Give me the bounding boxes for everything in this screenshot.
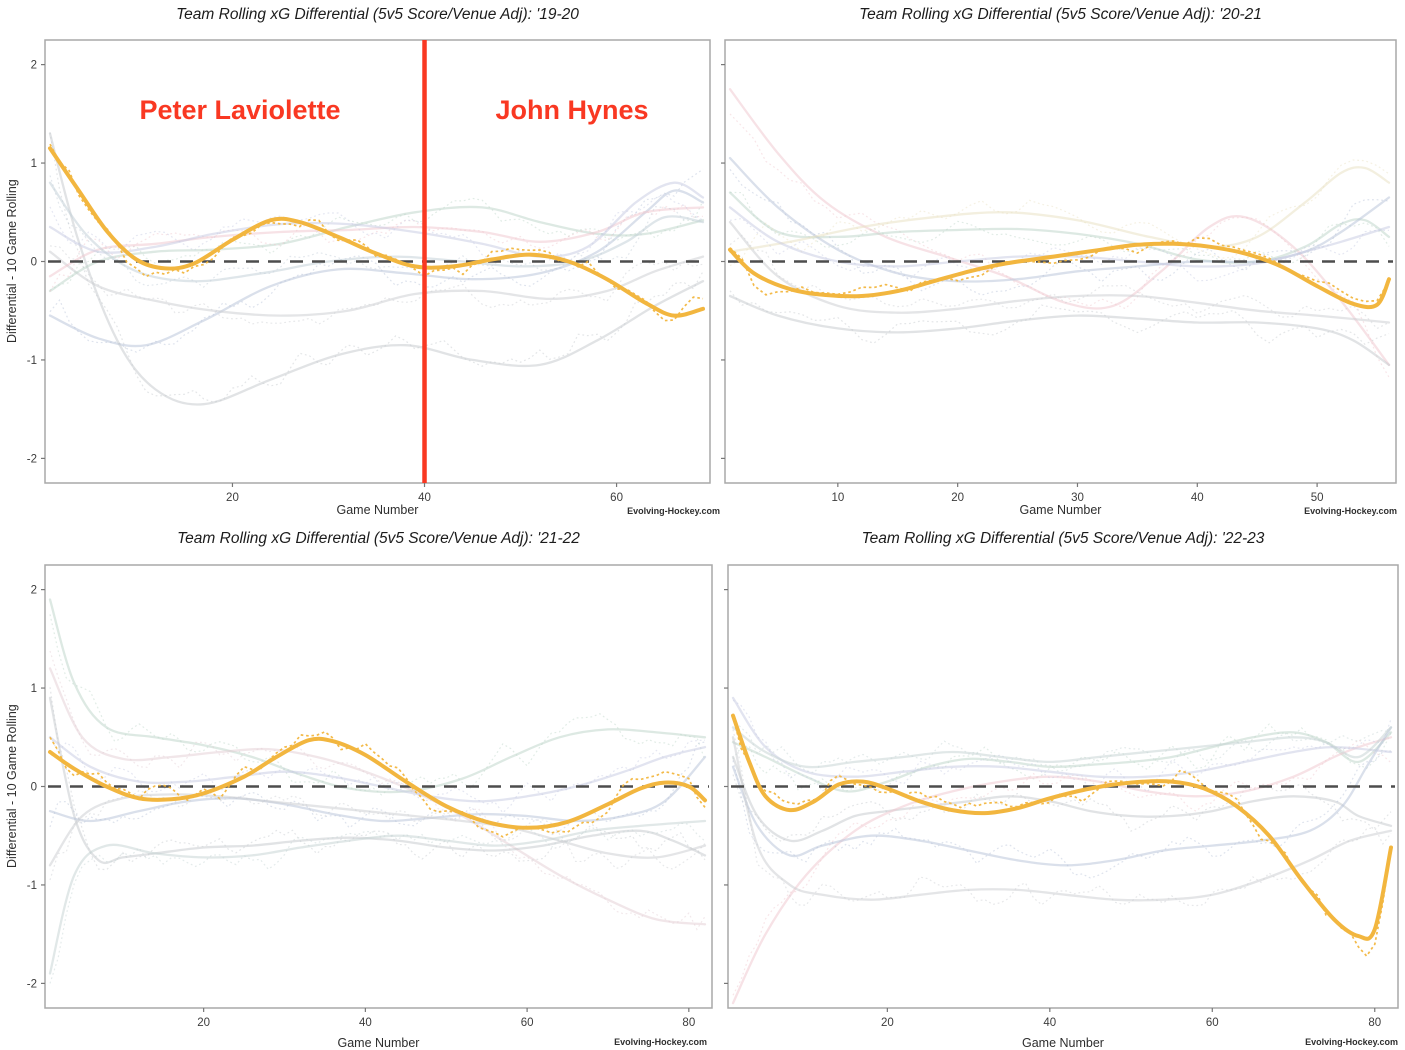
y-axis-label-19-20: Differential - 10 Game Rolling: [5, 179, 19, 344]
svg-text:40: 40: [418, 492, 431, 504]
chart-title-20-21: Team Rolling xG Differential (5v5 Score/…: [859, 6, 1262, 23]
svg-text:10: 10: [831, 492, 844, 504]
svg-text:-2: -2: [27, 978, 37, 990]
svg-text:-2: -2: [27, 453, 37, 465]
x-axis-label-20-21: Game Number: [1019, 503, 1102, 517]
svg-text:20: 20: [951, 492, 964, 504]
svg-text:80: 80: [682, 1017, 695, 1029]
watermark-19-20: Evolving-Hockey.com: [627, 506, 720, 516]
svg-text:40: 40: [1043, 1017, 1056, 1029]
svg-text:60: 60: [521, 1017, 534, 1029]
chart-title-19-20: Team Rolling xG Differential (5v5 Score/…: [176, 6, 579, 23]
x-axis-label-19-20: Game Number: [336, 503, 419, 517]
svg-text:0: 0: [31, 782, 37, 794]
svg-text:20: 20: [197, 1017, 210, 1029]
svg-text:40: 40: [1191, 492, 1204, 504]
svg-text:2: 2: [31, 60, 37, 72]
svg-text:20: 20: [881, 1017, 894, 1029]
svg-text:40: 40: [359, 1017, 372, 1029]
svg-text:-1: -1: [27, 355, 37, 367]
coach-annotation-laviolette: Peter Laviolette: [139, 95, 341, 125]
watermark-22-23: Evolving-Hockey.com: [1305, 1037, 1398, 1047]
svg-text:2: 2: [31, 585, 37, 597]
coach-annotation-hynes: John Hynes: [495, 95, 649, 125]
svg-text:20: 20: [226, 492, 239, 504]
chart-title-22-23: Team Rolling xG Differential (5v5 Score/…: [861, 530, 1265, 547]
svg-text:80: 80: [1368, 1017, 1381, 1029]
watermark-21-22: Evolving-Hockey.com: [614, 1037, 707, 1047]
svg-text:60: 60: [610, 492, 623, 504]
svg-text:0: 0: [31, 257, 37, 269]
svg-text:50: 50: [1311, 492, 1324, 504]
y-axis-label-21-22: Differential - 10 Game Rolling: [5, 704, 19, 869]
svg-text:60: 60: [1206, 1017, 1219, 1029]
svg-text:1: 1: [31, 158, 37, 170]
chart-title-21-22: Team Rolling xG Differential (5v5 Score/…: [177, 530, 580, 547]
svg-text:-1: -1: [27, 880, 37, 892]
svg-text:1: 1: [31, 683, 37, 695]
svg-text:30: 30: [1071, 492, 1084, 504]
watermark-20-21: Evolving-Hockey.com: [1304, 506, 1397, 516]
